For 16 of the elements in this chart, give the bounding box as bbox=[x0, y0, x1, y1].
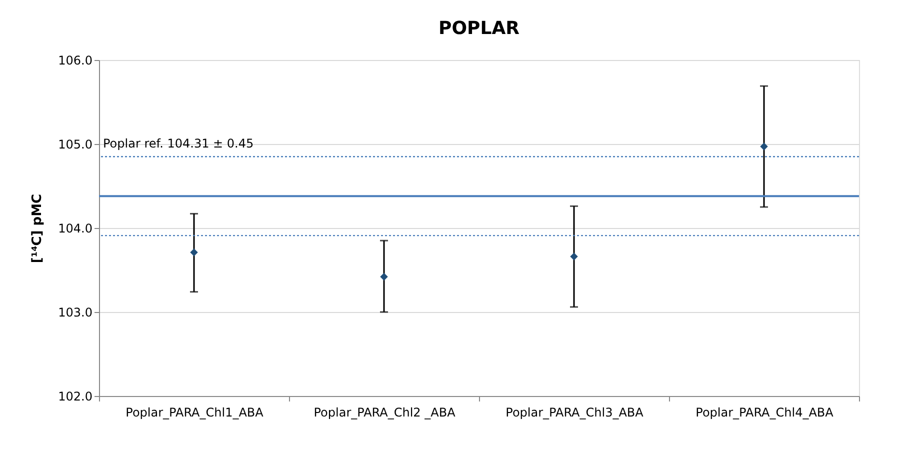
y-tick-label: 106.0 bbox=[58, 54, 92, 68]
y-tick-label: 104.0 bbox=[58, 222, 92, 236]
y-axis-title: [¹⁴C] pMC bbox=[30, 194, 46, 264]
y-tick-label: 102.0 bbox=[58, 390, 92, 404]
chart-title: POPLAR bbox=[438, 18, 520, 39]
x-tick-label: Poplar_PARA_Chl2 _ABA bbox=[314, 406, 456, 420]
y-tick-label: 105.0 bbox=[58, 138, 92, 152]
y-tick-label: 103.0 bbox=[58, 306, 92, 320]
x-tick-label: Poplar_PARA_Chl1_ABA bbox=[126, 406, 264, 420]
point bbox=[570, 252, 578, 260]
ref-line-label: Poplar ref. 104.31 ± 0.45 bbox=[103, 136, 254, 151]
point bbox=[190, 248, 198, 256]
point bbox=[380, 272, 388, 281]
x-tick-label: Poplar_PARA_Chl3_ABA bbox=[506, 406, 644, 420]
point bbox=[760, 142, 768, 150]
x-tick-label: Poplar_PARA_Chl4_ABA bbox=[696, 406, 834, 420]
